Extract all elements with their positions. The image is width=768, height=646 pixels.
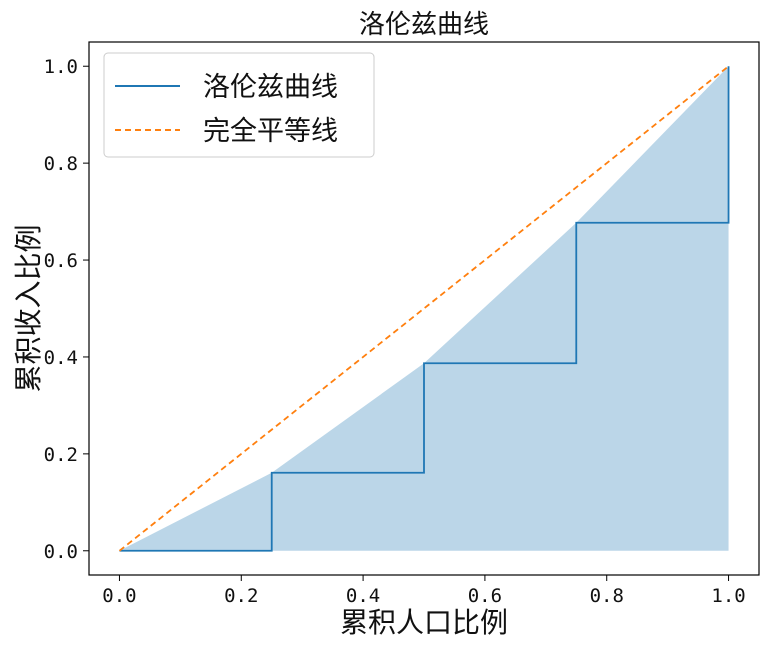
x-tick-label: 0.0 [102, 585, 136, 607]
x-axis-label: 累积人口比例 [340, 606, 508, 639]
y-tick-label: 0.2 [44, 444, 78, 466]
y-tick-label: 1.0 [44, 56, 78, 78]
y-tick-label: 0.6 [44, 250, 78, 272]
y-tick-label: 0.4 [44, 347, 78, 369]
y-tick-label: 0.8 [44, 153, 78, 175]
x-tick-label: 0.2 [224, 585, 258, 607]
y-axis: 0.0 0.2 0.4 0.6 0.8 1.0 [44, 56, 89, 563]
plot-frame [88, 41, 760, 576]
x-tick-label: 0.4 [346, 585, 380, 607]
y-tick-label: 0.0 [44, 541, 78, 563]
y-axis-label: 累积收入比例 [12, 224, 45, 392]
legend: 洛伦兹曲线 完全平等线 [103, 52, 375, 158]
x-tick-label: 0.8 [590, 585, 624, 607]
legend-label-equality: 完全平等线 [203, 116, 338, 147]
chart-title: 洛伦兹曲线 [359, 10, 489, 40]
x-axis: 0.0 0.2 0.4 0.6 0.8 1.0 [102, 575, 746, 607]
x-tick-label: 1.0 [711, 585, 745, 607]
lorenz-fill-area [119, 66, 729, 551]
lorenz-curve-line [119, 66, 730, 552]
legend-label-lorenz: 洛伦兹曲线 [203, 72, 338, 103]
legend-box [103, 52, 375, 158]
x-tick-label: 0.6 [468, 585, 502, 607]
